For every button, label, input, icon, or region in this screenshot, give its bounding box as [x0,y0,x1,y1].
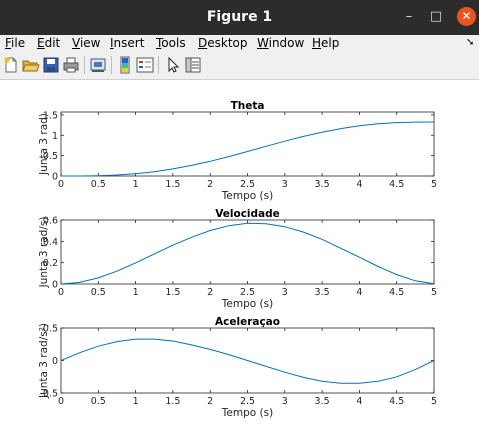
new-figure-icon[interactable] [2,56,20,74]
figure-plots: 0 0.5 1 1.5 2 2.5 3 3.5 4 4.5 5 0 0.5 1 1.5 Theta Tempo … [38,100,437,419]
menu-bar: File Edit View Insert Tools Desktop Wind… [0,35,479,52]
property-editor-icon[interactable] [184,56,202,74]
toolbar-separator [84,56,85,74]
x-tick-label: 3.5 [315,179,330,190]
x-tick-label: 2 [207,179,213,190]
x-tick-label: 3.5 [315,287,330,298]
x-tick-label: 0.5 [91,396,106,407]
x-tick-label: 4.5 [389,287,404,298]
menu-window[interactable]: Window [257,36,305,50]
x-tick-label: 1.5 [165,396,180,407]
x-tick-label: 1 [133,179,139,190]
x-tick-label: 4.5 [389,179,404,190]
y-tick-label: 1 [52,131,58,142]
toolbar [0,52,479,80]
x-tick-label: 1 [133,287,139,298]
chart-title: Velocidade [215,208,280,220]
x-tick-label: 0.5 [91,287,106,298]
window-title: Figure 1 [206,9,273,25]
y-tick-label: 0.5 [43,151,58,162]
menu-edit[interactable]: Edit [37,36,61,50]
menu-insert[interactable]: Insert [110,36,145,50]
link-icon[interactable] [89,56,107,74]
x-tick-label: 4.5 [389,396,404,407]
menu-help[interactable]: Help [312,36,340,50]
x-tick-label: 0 [58,287,64,298]
y-axis-label: Junta 3 rad) [38,113,50,176]
x-tick-label: 5 [431,287,437,298]
figure-canvas[interactable]: 0 0.5 1 1.5 2 2.5 3 3.5 4 4.5 5 0 0.5 1 1.5 Theta Tempo … [0,80,479,436]
x-tick-label: 0 [58,179,64,190]
print-icon[interactable] [62,56,80,74]
x-tick-label: 5 [431,179,437,190]
menu-desktop[interactable]: Desktop [198,36,248,50]
x-axis-label: Tempo (s) [221,298,273,310]
y-tick-label: 0.6 [43,216,58,227]
insert-legend-icon[interactable] [136,56,154,74]
x-tick-label: 2 [207,287,213,298]
chart-title: Theta [231,100,265,112]
menu-view[interactable]: View [72,36,101,50]
x-axis-label: Tempo (s) [221,407,273,419]
y-tick-label: 0.5 [43,324,58,335]
toolbar-separator [158,56,159,74]
menu-tools[interactable]: Tools [156,36,186,50]
x-tick-label: 4 [356,287,362,298]
x-tick-label: 2.5 [240,396,255,407]
x-axis-label: Tempo (s) [221,190,273,202]
x-tick-label: 1.5 [165,287,180,298]
x-tick-label: 2.5 [240,179,255,190]
x-tick-label: 2.5 [240,287,255,298]
x-tick-label: 3.5 [315,396,330,407]
toolbar-separator [111,56,112,74]
close-button[interactable]: ✕ [457,7,476,26]
open-file-icon[interactable] [22,56,40,74]
x-tick-label: 4 [356,179,362,190]
maximize-button[interactable]: □ [429,9,443,24]
x-tick-label: 3 [282,287,288,298]
y-tick-label: 1.5 [43,110,58,121]
insert-colorbar-icon[interactable] [116,56,134,74]
menu-overflow-icon[interactable]: ➘ [466,37,475,48]
y-tick-label: 0 [52,356,58,367]
x-tick-label: 2 [207,396,213,407]
x-tick-label: 5 [431,396,437,407]
y-tick-label: 0 [52,172,58,183]
y-tick-label: 0.4 [43,237,58,248]
x-tick-label: 3 [282,396,288,407]
y-axis-label: Junta 3 rad/s) [38,217,50,289]
chart-title: Aceleraçao [215,316,280,328]
y-tick-label: 0.2 [43,258,58,269]
pointer-icon[interactable] [164,56,182,74]
x-tick-label: 1 [133,396,139,407]
y-axis-label: Junta 3 rad/s²) [38,323,50,399]
axes-box-1 [60,111,435,177]
save-icon[interactable] [42,56,60,74]
axes-box-2 [60,219,435,285]
x-tick-label: 0.5 [91,179,106,190]
y-tick-label: -0.5 [39,389,58,400]
x-tick-label: 3 [282,179,288,190]
x-tick-label: 0 [58,396,64,407]
menu-file[interactable]: File [5,36,26,50]
minimize-button[interactable]: – [405,9,413,24]
y-tick-label: 0 [52,280,58,291]
title-bar[interactable]: Figure 1 – □ ✕ [0,0,479,35]
x-tick-label: 4 [356,396,362,407]
x-tick-label: 1.5 [165,179,180,190]
